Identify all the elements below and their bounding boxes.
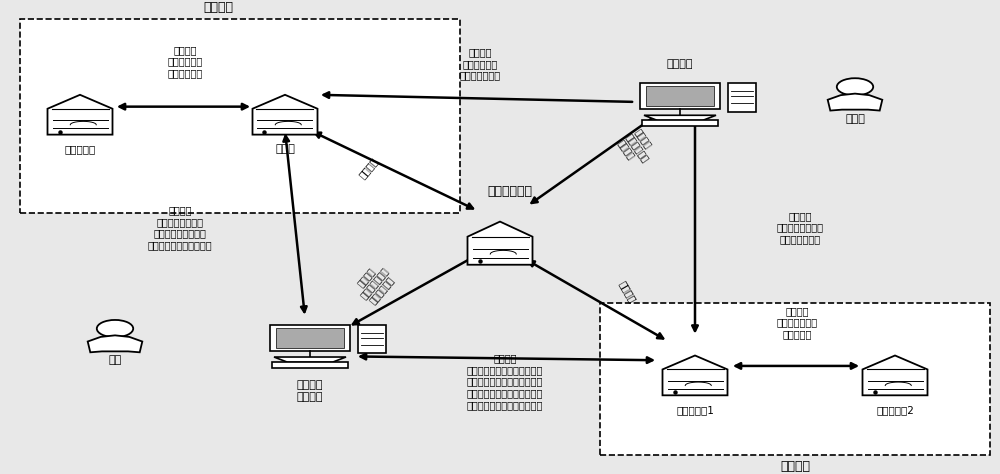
Text: 双向连接
用户根据实际需求
选择相应模型、调整
模型参数、增加新的模型: 双向连接 用户根据实际需求 选择相应模型、调整 模型参数、增加新的模型	[148, 205, 212, 250]
Text: 算法数据库1: 算法数据库1	[676, 405, 714, 415]
FancyBboxPatch shape	[728, 83, 756, 111]
Circle shape	[97, 320, 133, 337]
Polygon shape	[468, 222, 532, 264]
FancyBboxPatch shape	[276, 328, 344, 347]
Text: 双向连接
用户根据实际算法评级从库中
得到算法信息；也可以接自己
设置某种条件下的算法评级，
也可以在库中扩展新的算法。: 双向连接 用户根据实际算法评级从库中 得到算法信息；也可以接自己 设置某种条件下…	[467, 354, 543, 410]
Text: 用户: 用户	[108, 356, 122, 365]
FancyBboxPatch shape	[642, 120, 718, 126]
Text: 模型模块: 模型模块	[203, 1, 233, 14]
Text: 目标约束库: 目标约束库	[64, 144, 96, 155]
Polygon shape	[88, 336, 142, 352]
Text: 模型库: 模型库	[275, 144, 295, 155]
Text: 算法数据库2: 算法数据库2	[876, 405, 914, 415]
Text: 单向连接
初始评级信息
评级原则: 单向连接 初始评级信息 评级原则	[615, 128, 658, 171]
Polygon shape	[662, 356, 728, 395]
Polygon shape	[48, 95, 112, 135]
FancyBboxPatch shape	[272, 362, 348, 368]
Polygon shape	[644, 115, 716, 120]
Text: 单向连接
开发者为算法的优
先级做初始设置: 单向连接 开发者为算法的优 先级做初始设置	[776, 211, 824, 244]
FancyBboxPatch shape	[20, 19, 460, 213]
Circle shape	[837, 78, 873, 95]
FancyBboxPatch shape	[640, 83, 720, 109]
Text: 单向连接
开发者为不同
模型做初始设置: 单向连接 开发者为不同 模型做初始设置	[459, 47, 501, 81]
Text: 开发者: 开发者	[845, 114, 865, 124]
Polygon shape	[862, 356, 928, 395]
Polygon shape	[274, 357, 346, 362]
Text: 双向连接: 双向连接	[617, 279, 637, 304]
Text: 模算筛选模块: 模算筛选模块	[488, 185, 532, 199]
Text: 双向连接
修改评级原则，
接受优化结果: 双向连接 修改评级原则， 接受优化结果	[351, 260, 399, 309]
Text: 编制工作
用户体验: 编制工作 用户体验	[297, 380, 323, 402]
Text: 双向连接: 双向连接	[357, 156, 379, 181]
Text: 算法模块: 算法模块	[780, 460, 810, 473]
Text: 双向连接
读取算法信息，
扩展新算法: 双向连接 读取算法信息， 扩展新算法	[776, 306, 818, 339]
Text: 系统搭建: 系统搭建	[667, 59, 693, 69]
Polygon shape	[252, 95, 317, 135]
Text: 双向连接
修改目标函数
增减约束条件: 双向连接 修改目标函数 增减约束条件	[167, 45, 203, 78]
Polygon shape	[828, 94, 882, 110]
FancyBboxPatch shape	[646, 86, 714, 106]
FancyBboxPatch shape	[358, 325, 386, 354]
FancyBboxPatch shape	[270, 325, 350, 351]
FancyBboxPatch shape	[600, 303, 990, 455]
